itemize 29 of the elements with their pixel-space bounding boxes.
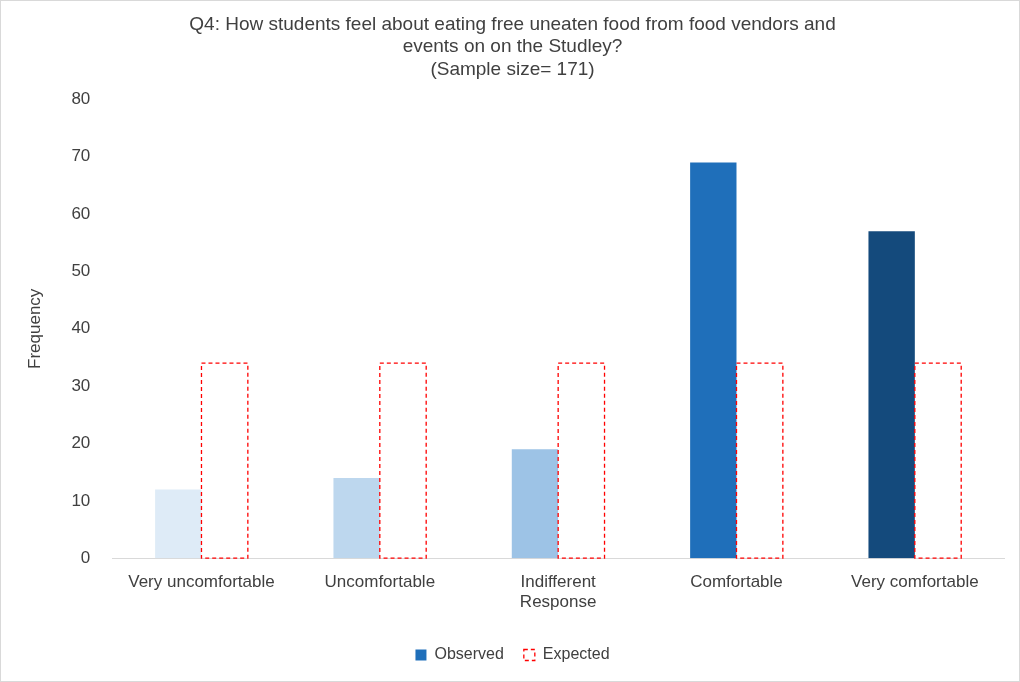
legend-label: Expected xyxy=(542,645,610,663)
bar xyxy=(735,362,784,559)
y-tick-label: 70 xyxy=(71,146,91,166)
y-tick-label: 0 xyxy=(80,547,91,567)
bar xyxy=(155,489,202,559)
y-axis-title: Frequency xyxy=(24,288,44,369)
y-tick-label: 30 xyxy=(71,375,91,395)
x-tick-label: Uncomfortable xyxy=(324,572,436,592)
bar xyxy=(200,362,249,559)
x-tick-label: Indifferent Response xyxy=(519,572,597,612)
y-tick-label: 50 xyxy=(71,261,91,281)
bar xyxy=(511,449,559,559)
y-tick-label: 10 xyxy=(71,490,91,510)
x-tick-label: Very uncomfortable xyxy=(128,572,275,592)
x-tick-label: Comfortable xyxy=(690,572,783,592)
x-tick-label: Very comfortable xyxy=(851,572,979,592)
y-tick-label: 40 xyxy=(71,318,91,338)
bar xyxy=(690,162,737,559)
chart-title: Q4: How students feel about eating free uneaten food from food vendors and events on on the Studley? xyxy=(189,12,836,57)
legend-label: Observed xyxy=(434,645,504,663)
y-tick-label: 80 xyxy=(71,89,91,109)
y-tick-label: 60 xyxy=(71,203,91,223)
chart-subtitle: (Sample size= 171) xyxy=(430,58,595,80)
bar xyxy=(333,477,380,559)
bar xyxy=(914,362,962,559)
bar xyxy=(557,362,606,559)
y-tick-label: 20 xyxy=(71,433,91,453)
bar xyxy=(868,231,915,559)
bar xyxy=(379,362,427,559)
